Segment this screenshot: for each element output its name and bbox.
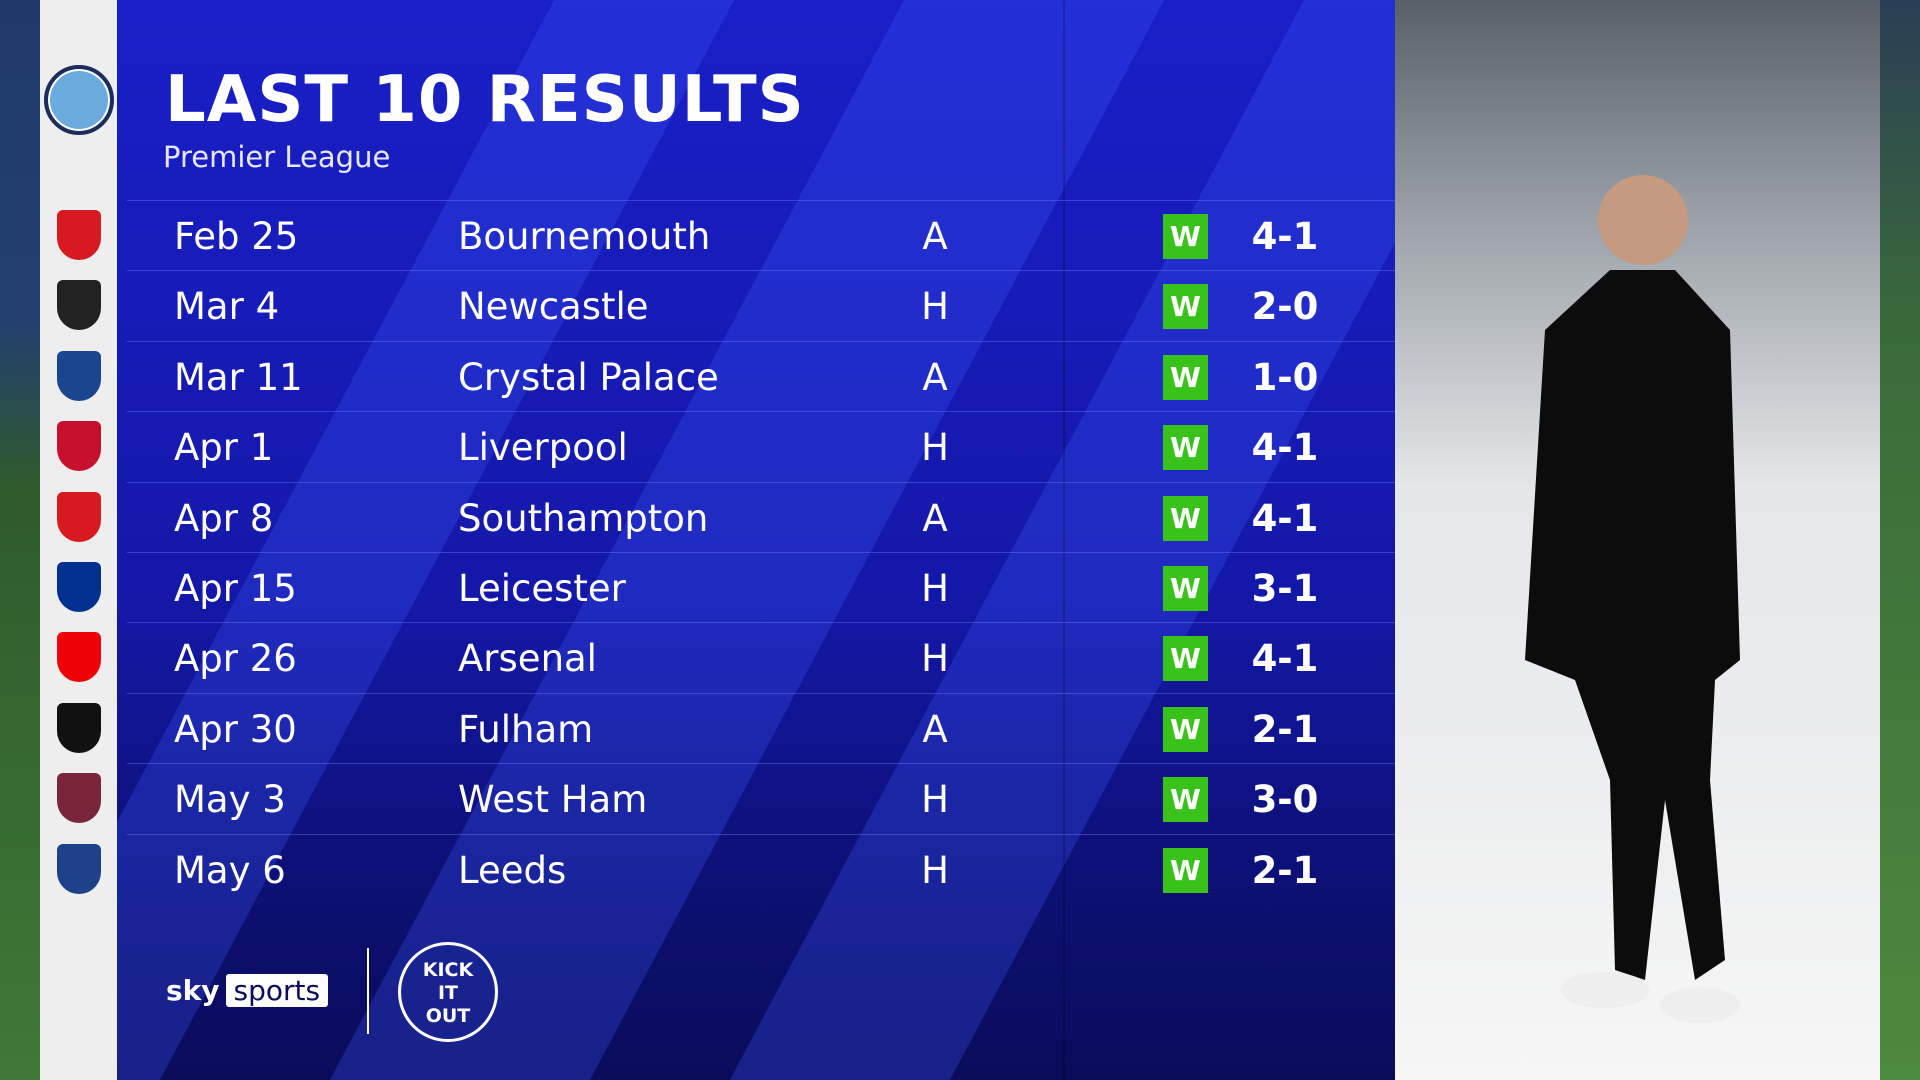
opponent-name: Crystal Palace xyxy=(458,355,719,399)
result-badge: W xyxy=(1163,706,1208,752)
opponent-name: Leeds xyxy=(458,848,567,892)
venue: A xyxy=(922,707,948,751)
venue: H xyxy=(921,778,949,822)
manager-photo xyxy=(1395,0,1880,1080)
result-badge: W xyxy=(1163,636,1208,682)
result-badge: W xyxy=(1163,777,1208,823)
result-badge: W xyxy=(1163,214,1208,259)
opponent-name: Leicester xyxy=(458,567,626,610)
opponent-crest-icon xyxy=(57,210,101,260)
score: 3-1 xyxy=(1251,567,1319,610)
result-row: May 3 West Ham H W 3-0 xyxy=(127,763,1395,833)
result-row: May 6 Leeds H W 2-1 xyxy=(127,833,1395,904)
score: 4-1 xyxy=(1251,426,1319,470)
venue: A xyxy=(922,355,948,399)
result-badge: W xyxy=(1163,566,1208,611)
opponent-crest-icon xyxy=(57,843,101,894)
opponent-name: Liverpool xyxy=(458,426,628,470)
venue: H xyxy=(921,848,949,892)
opponent-crest-icon xyxy=(57,280,101,331)
result-row: Apr 26 Arsenal H W 4-1 xyxy=(127,622,1395,692)
score: 4-1 xyxy=(1251,496,1319,540)
opponent-name: Bournemouth xyxy=(458,215,711,258)
match-date: Apr 26 xyxy=(174,637,297,681)
opponent-name: Newcastle xyxy=(458,285,649,329)
score: 1-0 xyxy=(1251,355,1319,399)
score: 4-1 xyxy=(1251,215,1319,258)
match-date: Apr 8 xyxy=(174,496,274,540)
opponent-name: Fulham xyxy=(458,707,594,751)
result-row: Mar 4 Newcastle H W 2-0 xyxy=(127,270,1395,340)
venue: H xyxy=(921,426,949,470)
match-date: May 3 xyxy=(174,778,286,822)
logo-separator xyxy=(367,948,369,1034)
stadium-background-left xyxy=(0,0,40,1080)
score: 2-1 xyxy=(1251,848,1319,892)
match-date: Apr 30 xyxy=(174,707,297,751)
score: 3-0 xyxy=(1251,778,1319,822)
result-row: Apr 8 Southampton A W 4-1 xyxy=(127,481,1395,552)
manchester-city-crest-icon xyxy=(44,65,114,135)
crest-strip xyxy=(40,0,117,1080)
result-badge: W xyxy=(1163,495,1208,541)
venue: H xyxy=(921,285,949,329)
kick-it-out-logo: KICK IT OUT xyxy=(398,942,498,1042)
competition-subtitle: Premier League xyxy=(163,140,391,174)
stadium-background-right xyxy=(1880,0,1920,1080)
match-date: Apr 1 xyxy=(174,426,274,470)
result-row: Apr 15 Leicester H W 3-1 xyxy=(127,552,1395,622)
result-badge: W xyxy=(1163,847,1208,893)
result-badge: W xyxy=(1163,425,1208,471)
match-date: May 6 xyxy=(174,848,286,892)
score: 4-1 xyxy=(1251,637,1319,681)
match-date: Mar 4 xyxy=(174,285,280,329)
manager-figure xyxy=(1525,175,1740,1023)
opponent-crest-icon xyxy=(57,773,101,824)
opponent-crest-icon xyxy=(57,632,101,683)
result-badge: W xyxy=(1163,354,1208,400)
result-row: Apr 1 Liverpool H W 4-1 xyxy=(127,411,1395,481)
opponent-name: West Ham xyxy=(458,778,648,822)
page-title: LAST 10 RESULTS xyxy=(165,63,805,137)
opponent-crest-icon xyxy=(57,421,101,472)
score: 2-0 xyxy=(1251,285,1319,329)
venue: A xyxy=(922,496,948,540)
opponent-name: Arsenal xyxy=(458,637,597,681)
match-date: Apr 15 xyxy=(174,567,297,610)
venue: H xyxy=(921,637,949,681)
result-row: Feb 25 Bournemouth A W 4-1 xyxy=(127,200,1395,270)
result-row: Apr 30 Fulham A W 2-1 xyxy=(127,692,1395,763)
sports-wordmark: sports xyxy=(225,973,329,1007)
result-badge: W xyxy=(1163,284,1208,330)
venue: H xyxy=(921,567,949,610)
score: 2-1 xyxy=(1251,707,1319,751)
match-date: Mar 11 xyxy=(174,355,303,399)
opponent-name: Southampton xyxy=(458,496,709,540)
sky-wordmark: sky xyxy=(166,973,220,1007)
sky-sports-logo: sky sports xyxy=(166,970,329,1010)
match-date: Feb 25 xyxy=(174,215,299,258)
column-divider xyxy=(1063,0,1065,1080)
opponent-crest-icon xyxy=(57,702,101,753)
opponent-crest-icon xyxy=(57,562,101,612)
results-panel: LAST 10 RESULTS Premier League Feb 25 Bo… xyxy=(117,0,1395,1080)
opponent-crest-icon xyxy=(57,491,101,542)
result-row: Mar 11 Crystal Palace A W 1-0 xyxy=(127,340,1395,411)
opponent-crest-icon xyxy=(57,350,101,401)
venue: A xyxy=(922,215,948,258)
